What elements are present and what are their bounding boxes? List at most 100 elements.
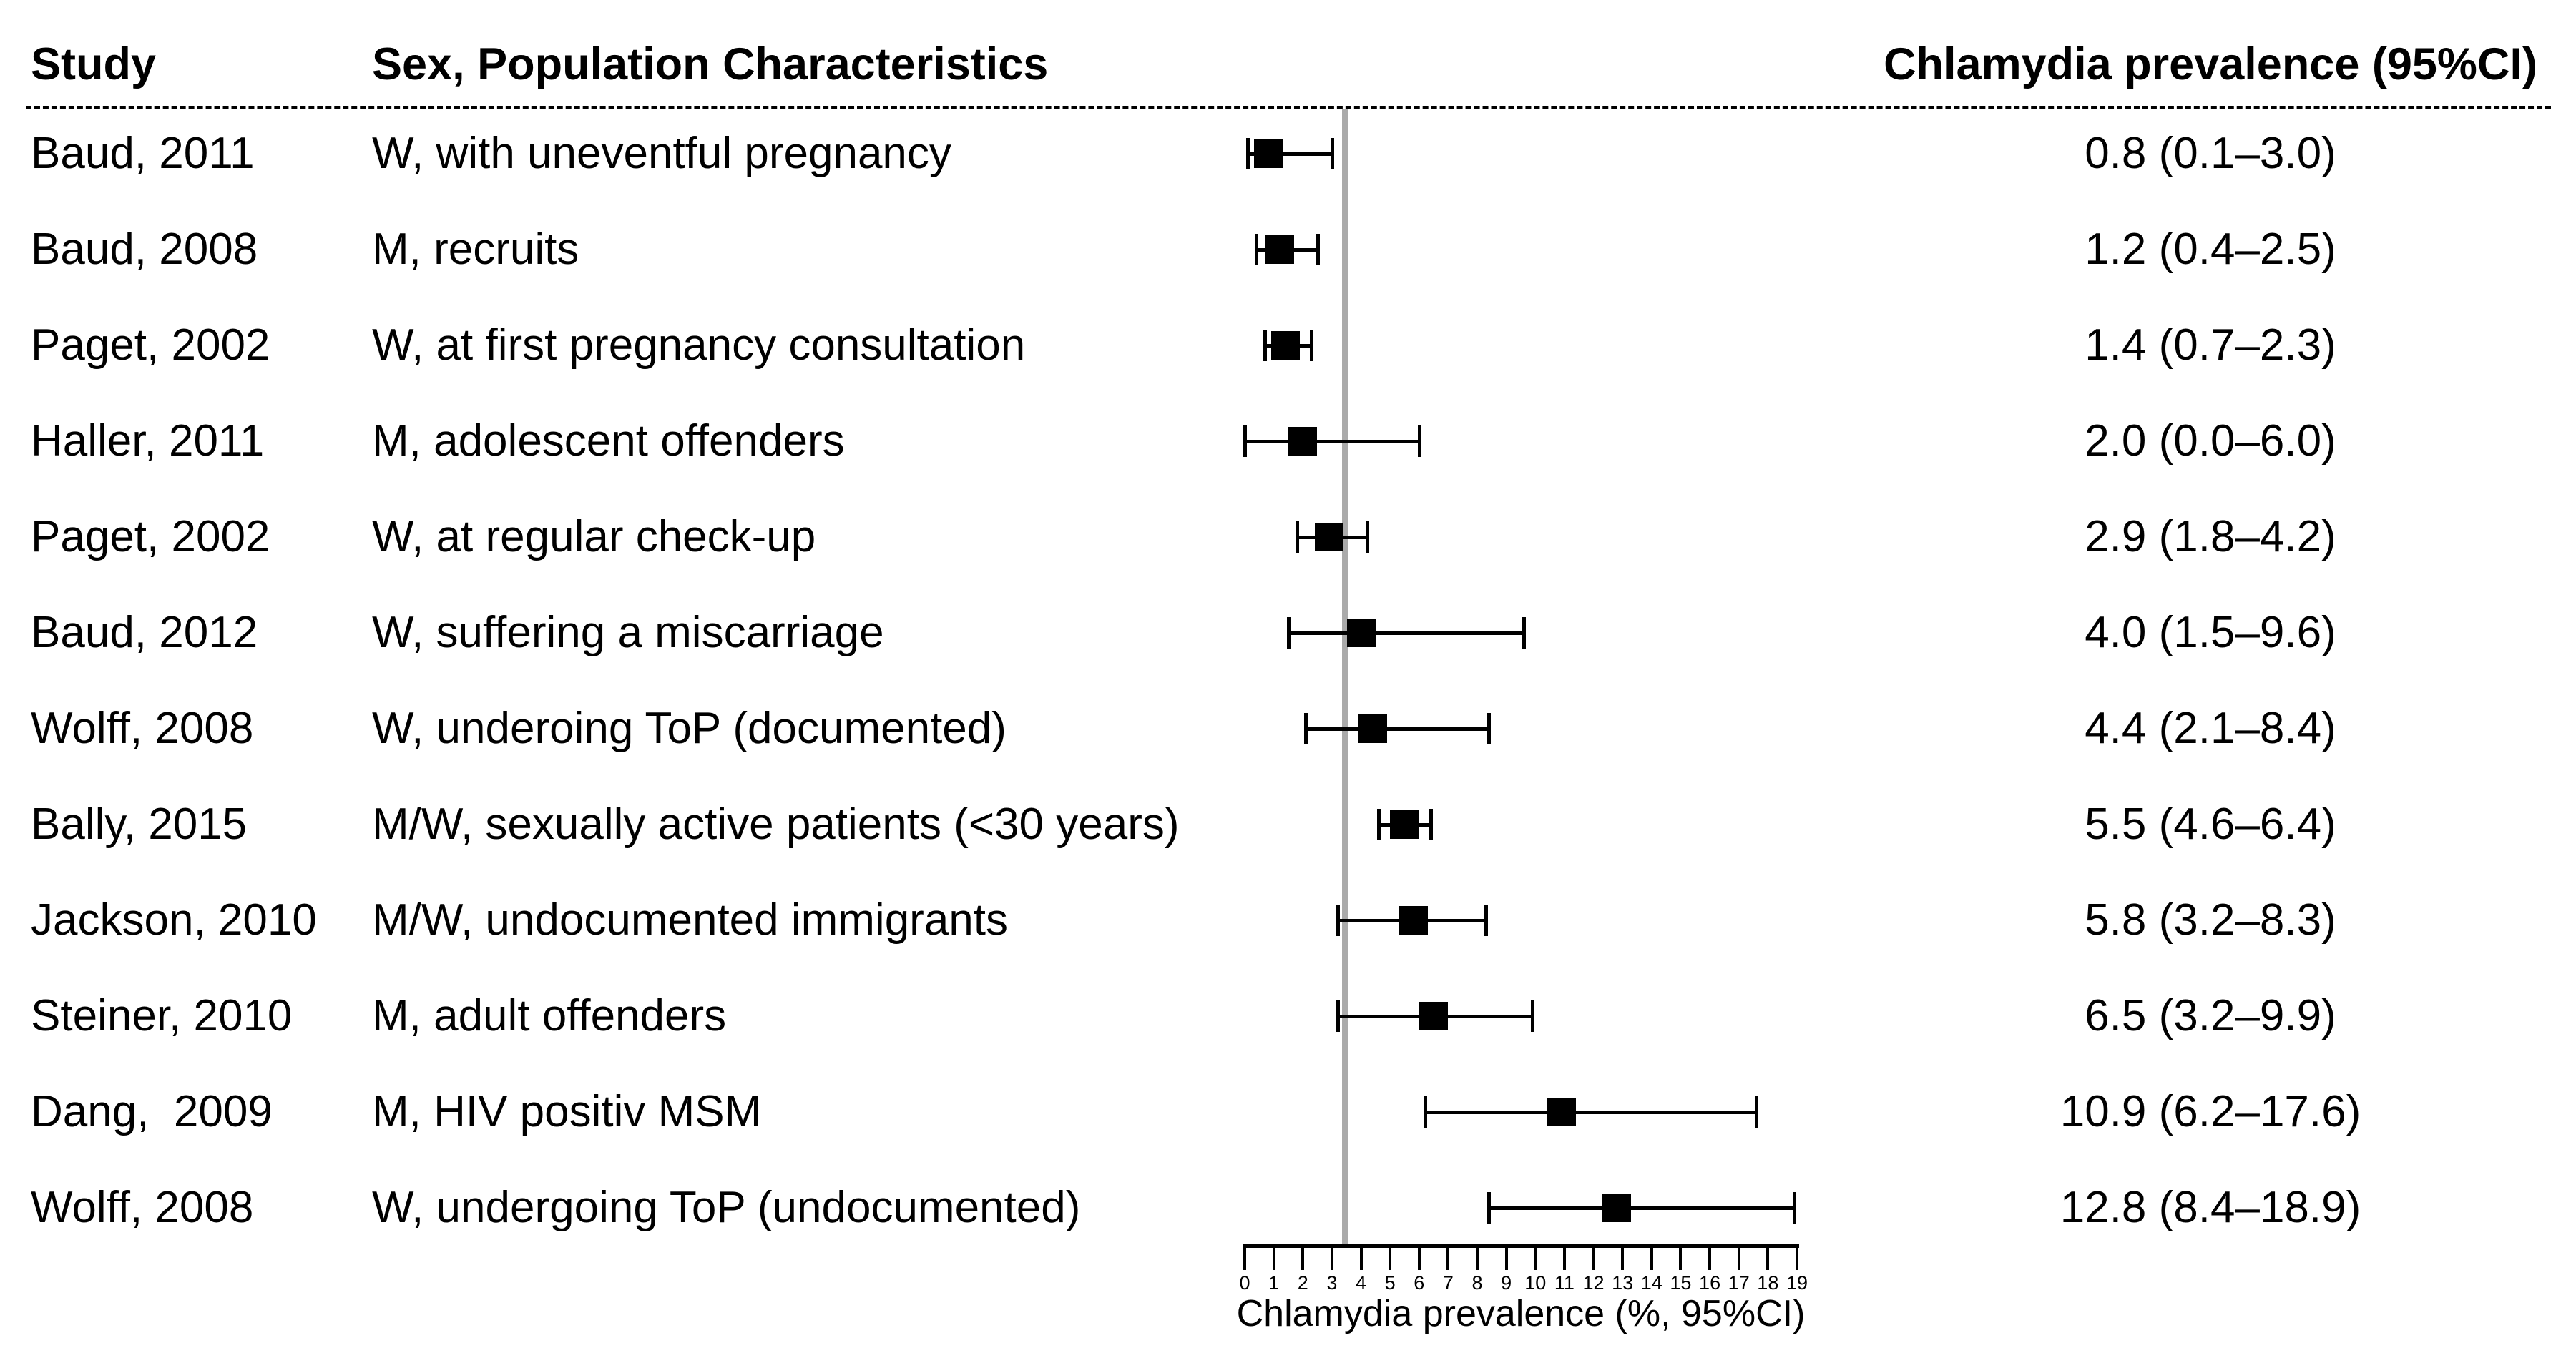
population-label: W, at regular check-up	[372, 512, 816, 561]
prevalence-value: 5.5 (4.6–6.4)	[2085, 799, 2336, 849]
study-label: Baud, 2008	[31, 225, 258, 274]
study-label: Baud, 2011	[31, 129, 255, 178]
ci-cap-low	[1255, 234, 1259, 265]
x-tick-label: 4	[1356, 1272, 1367, 1294]
x-tick-label: 11	[1554, 1272, 1575, 1294]
x-tick-label: 19	[1786, 1272, 1808, 1294]
x-tick	[1737, 1244, 1740, 1270]
population-label: W, at first pregnancy consultation	[372, 320, 1026, 370]
prevalence-value: 12.8 (8.4–18.9)	[2060, 1183, 2361, 1232]
x-tick-label: 13	[1612, 1272, 1634, 1294]
ci-cap-low	[1376, 809, 1381, 840]
prevalence-value: 1.2 (0.4–2.5)	[2085, 225, 2336, 274]
x-tick	[1679, 1244, 1683, 1270]
study-label: Dang, 2009	[31, 1087, 273, 1136]
estimate-square	[1270, 331, 1300, 360]
estimate-square	[1314, 523, 1343, 551]
ci-line	[1245, 440, 1419, 443]
population-label: W, undergoing ToP (undocumented)	[372, 1183, 1081, 1232]
x-tick-label: 18	[1757, 1272, 1779, 1294]
x-tick	[1476, 1244, 1479, 1270]
prevalence-value: 4.4 (2.1–8.4)	[2085, 704, 2336, 753]
ci-line	[1248, 152, 1332, 156]
ci-cap-low	[1296, 521, 1300, 553]
population-column-header: Sex, Population Characteristics	[372, 39, 1049, 89]
ci-cap-high	[1531, 1000, 1535, 1032]
x-axis-title: Chlamydia prevalence (%, 95%CI)	[1236, 1293, 1806, 1334]
prevalence-value: 5.8 (3.2–8.3)	[2085, 895, 2336, 945]
prevalence-value: 1.4 (0.7–2.3)	[2085, 320, 2336, 370]
header-divider	[26, 106, 2551, 109]
x-tick	[1795, 1244, 1798, 1270]
x-tick-label: 1	[1268, 1272, 1280, 1294]
table-row: Dang, 2009 M, HIV positiv MSM 10.9 (6.2–…	[0, 1086, 2576, 1138]
prevalence-value: 0.8 (0.1–3.0)	[2085, 129, 2336, 178]
prevalence-column-header: Chlamydia prevalence (95%CI)	[1884, 39, 2537, 89]
ci-line	[1489, 1206, 1794, 1210]
x-tick-label: 0	[1239, 1272, 1250, 1294]
x-tick	[1389, 1244, 1392, 1270]
population-label: M, HIV positiv MSM	[372, 1087, 762, 1136]
reference-line	[1342, 109, 1348, 1246]
x-tick-label: 16	[1699, 1272, 1721, 1294]
ci-cap-low	[1487, 1192, 1492, 1224]
table-row: Wolff, 2008 W, undergoing ToP (undocumen…	[0, 1182, 2576, 1234]
x-axis-line	[1243, 1244, 1799, 1248]
ci-cap-low	[1246, 138, 1250, 169]
population-label: M, adult offenders	[372, 991, 727, 1040]
ci-cap-low	[1263, 330, 1268, 361]
ci-cap-high	[1522, 617, 1527, 649]
study-column-header: Study	[31, 39, 157, 89]
ci-cap-high	[1792, 1192, 1796, 1224]
x-tick	[1272, 1244, 1275, 1270]
prevalence-value: 2.9 (1.8–4.2)	[2085, 512, 2336, 561]
ci-cap-low	[1336, 905, 1341, 936]
table-row: Paget, 2002 W, at regular check-up 2.9 (…	[0, 511, 2576, 563]
population-label: W, with uneventful pregnancy	[372, 129, 951, 178]
table-row: Paget, 2002 W, at first pregnancy consul…	[0, 320, 2576, 371]
ci-cap-high	[1310, 330, 1314, 361]
ci-cap-high	[1365, 521, 1369, 553]
estimate-square	[1253, 139, 1283, 168]
x-tick-label: 8	[1471, 1272, 1483, 1294]
ci-cap-low	[1286, 617, 1291, 649]
study-label: Wolff, 2008	[31, 704, 254, 753]
population-label: W, underoing ToP (documented)	[372, 704, 1007, 753]
x-tick	[1621, 1244, 1625, 1270]
x-tick	[1243, 1244, 1246, 1270]
study-label: Jackson, 2010	[31, 895, 317, 945]
ci-line	[1424, 1111, 1757, 1114]
population-label: W, suffering a miscarriage	[372, 608, 884, 657]
table-row: Jackson, 2010 M/W, undocumented immigran…	[0, 895, 2576, 946]
x-tick-label: 9	[1501, 1272, 1512, 1294]
x-tick-label: 6	[1414, 1272, 1425, 1294]
ci-cap-high	[1429, 809, 1434, 840]
table-row: Wolff, 2008 W, underoing ToP (documented…	[0, 703, 2576, 754]
study-label: Haller, 2011	[31, 416, 265, 466]
estimate-square	[1288, 427, 1318, 456]
population-label: M, recruits	[372, 225, 579, 274]
table-row: Baud, 2008 M, recruits 1.2 (0.4–2.5)	[0, 224, 2576, 275]
ci-cap-high	[1484, 905, 1489, 936]
ci-cap-high	[1487, 713, 1492, 744]
ci-cap-low	[1336, 1000, 1341, 1032]
x-tick	[1417, 1244, 1421, 1270]
estimate-square	[1358, 714, 1387, 743]
estimate-square	[1346, 619, 1376, 647]
population-label: M/W, sexually active patients (<30 years…	[372, 799, 1180, 849]
x-tick	[1301, 1244, 1305, 1270]
study-label: Steiner, 2010	[31, 991, 293, 1040]
table-row: Steiner, 2010 M, adult offenders 6.5 (3.…	[0, 990, 2576, 1042]
x-tick	[1766, 1244, 1770, 1270]
study-label: Baud, 2012	[31, 608, 258, 657]
x-tick	[1446, 1244, 1450, 1270]
table-row: Baud, 2012 W, suffering a miscarriage 4.…	[0, 607, 2576, 659]
x-tick	[1359, 1244, 1363, 1270]
x-tick	[1650, 1244, 1653, 1270]
population-label: M/W, undocumented immigrants	[372, 895, 1009, 945]
x-tick-label: 5	[1384, 1272, 1396, 1294]
prevalence-value: 10.9 (6.2–17.6)	[2060, 1087, 2361, 1136]
x-tick	[1562, 1244, 1566, 1270]
prevalence-value: 4.0 (1.5–9.6)	[2085, 608, 2336, 657]
